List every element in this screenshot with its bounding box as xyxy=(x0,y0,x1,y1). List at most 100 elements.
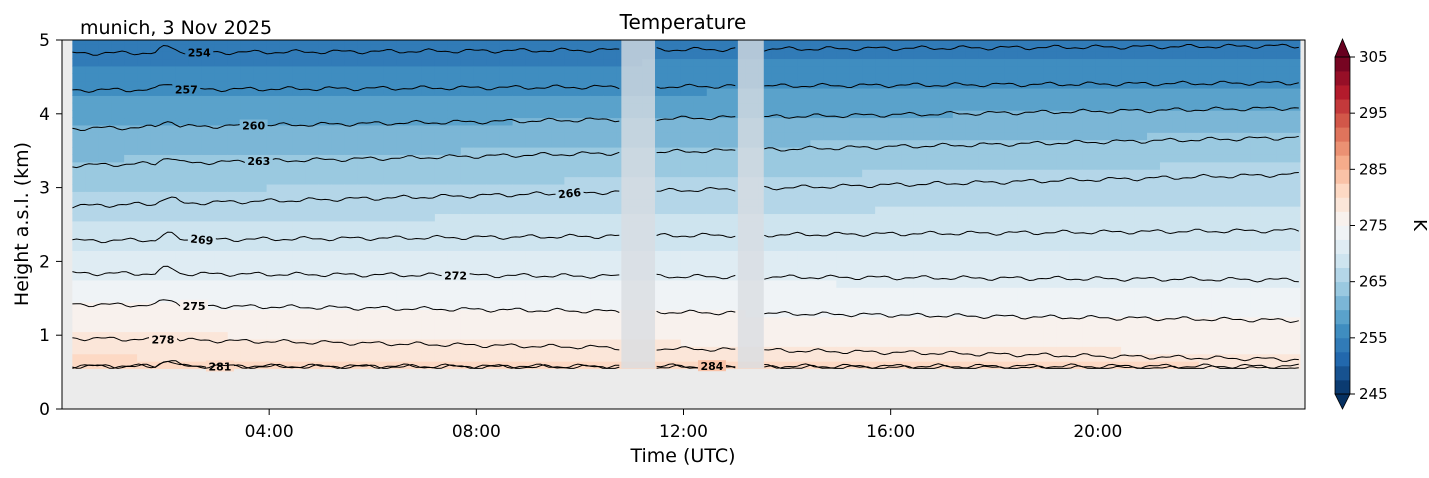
field-cell xyxy=(512,58,527,67)
field-cell xyxy=(305,40,319,45)
field-cell xyxy=(952,361,967,370)
field-cell xyxy=(771,324,786,333)
field-cell xyxy=(162,265,177,274)
field-cell xyxy=(758,213,773,222)
field-cell xyxy=(396,58,410,67)
field-cell xyxy=(1250,176,1265,185)
field-cell xyxy=(357,73,371,82)
field-cell xyxy=(1198,272,1213,281)
field-cell xyxy=(162,250,177,259)
field-cell xyxy=(978,43,993,52)
field-cell xyxy=(409,250,423,259)
field-cell xyxy=(939,110,954,119)
field-cell xyxy=(771,294,786,303)
field-cell xyxy=(719,191,734,200)
field-cell xyxy=(162,161,177,170)
field-cell xyxy=(409,331,423,340)
field-cell xyxy=(667,40,682,45)
field-cell xyxy=(603,124,617,133)
field-cell xyxy=(292,87,307,96)
field-cell xyxy=(396,51,410,60)
field-cell xyxy=(1030,183,1045,192)
field-cell xyxy=(1159,338,1174,347)
colorbar-band xyxy=(1335,113,1350,128)
field-cell xyxy=(409,73,423,82)
field-cell xyxy=(1159,346,1174,355)
field-cell xyxy=(383,132,397,141)
field-cell xyxy=(1185,110,1200,119)
field-cell xyxy=(978,316,993,325)
field-cell xyxy=(888,287,902,296)
field-cell xyxy=(1250,242,1265,251)
field-cell xyxy=(784,40,799,45)
field-cell xyxy=(888,265,902,274)
field-cell xyxy=(913,338,928,347)
field-cell xyxy=(862,73,876,82)
field-cell xyxy=(1172,294,1187,303)
field-cell xyxy=(1095,58,1109,67)
field-cell xyxy=(1185,250,1200,259)
field-cell xyxy=(1134,198,1148,207)
field-cell xyxy=(849,40,863,45)
field-cell xyxy=(1043,169,1057,178)
field-cell xyxy=(538,228,553,237)
field-cell xyxy=(771,206,786,215)
field-cell xyxy=(486,346,501,355)
field-cell xyxy=(1276,110,1291,119)
field-cell xyxy=(1250,206,1265,215)
field-cell xyxy=(926,242,941,251)
field-cell xyxy=(1017,110,1032,119)
field-cell xyxy=(1211,95,1226,104)
field-cell xyxy=(667,279,682,288)
field-cell xyxy=(1224,346,1239,355)
field-cell xyxy=(693,139,708,148)
field-cell xyxy=(253,132,268,141)
field-cell xyxy=(836,95,850,104)
field-cell xyxy=(1082,110,1096,119)
field-cell xyxy=(318,95,332,104)
field-cell xyxy=(1069,183,1083,192)
field-cell xyxy=(137,80,151,89)
field-cell xyxy=(188,198,203,207)
field-cell xyxy=(655,183,669,192)
field-cell xyxy=(331,124,345,133)
field-cell xyxy=(1147,220,1161,229)
field-cell xyxy=(1082,65,1096,74)
contour-label-bg xyxy=(441,269,470,281)
field-cell xyxy=(188,73,203,82)
field-cell xyxy=(1237,301,1252,310)
field-cell xyxy=(952,331,967,340)
field-cell xyxy=(1147,65,1161,74)
field-cell xyxy=(849,287,863,296)
field-cell xyxy=(655,272,669,281)
field-cell xyxy=(577,206,591,215)
field-cell xyxy=(72,198,86,207)
field-cell xyxy=(913,65,928,74)
field-cell xyxy=(978,213,993,222)
field-cell xyxy=(849,220,863,229)
field-cell xyxy=(253,169,268,178)
field-cell xyxy=(409,279,423,288)
field-cell xyxy=(1030,220,1045,229)
field-cell xyxy=(1108,124,1122,133)
field-cell xyxy=(797,206,811,215)
field-cell xyxy=(1004,301,1019,310)
field-cell xyxy=(85,95,99,104)
field-cell xyxy=(1211,213,1226,222)
field-cell xyxy=(512,43,527,52)
colorbar-band xyxy=(1335,127,1350,142)
field-cell xyxy=(214,206,229,215)
field-cell xyxy=(383,279,397,288)
field-cell xyxy=(421,324,436,333)
field-cell xyxy=(305,309,319,318)
field-cell xyxy=(266,331,281,340)
field-cell xyxy=(150,161,164,170)
field-cell xyxy=(1172,73,1187,82)
field-cell xyxy=(1043,65,1057,74)
field-cell xyxy=(447,228,462,237)
field-cell xyxy=(85,80,99,89)
field-cell xyxy=(201,287,216,296)
field-cell xyxy=(875,228,889,237)
y-tick-label: 4 xyxy=(39,105,50,125)
field-cell xyxy=(784,206,799,215)
